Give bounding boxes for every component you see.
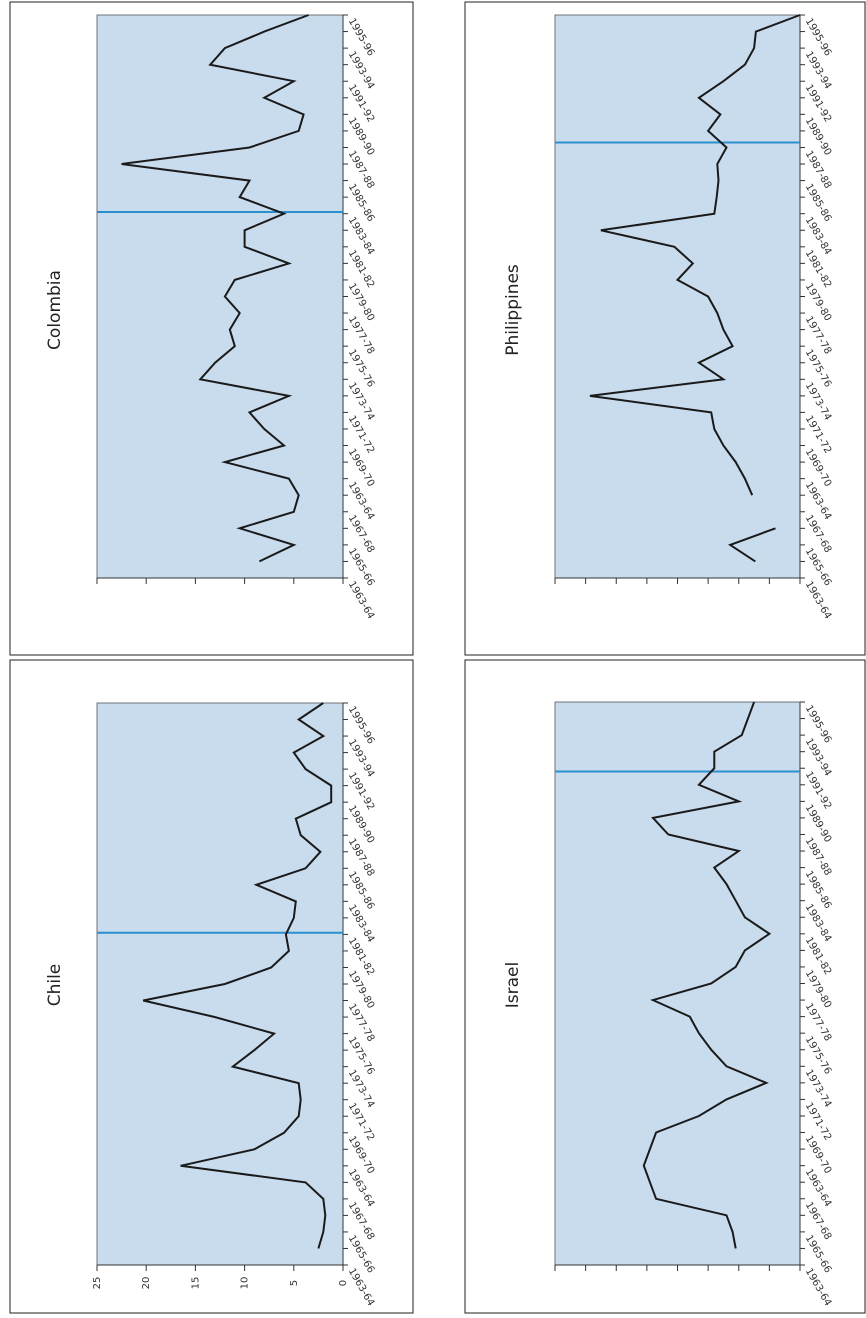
chart-title: Israel — [503, 962, 523, 1008]
chart-title: Philippines — [503, 264, 523, 356]
y-tick-label: 15 — [190, 1277, 201, 1290]
y-tick-label: 0 — [338, 1280, 349, 1286]
series-line — [121, 14, 309, 563]
y-tick-label: 25 — [92, 1277, 103, 1290]
chart-title: Chile — [45, 964, 65, 1007]
y-tick-label: 10 — [240, 1277, 251, 1290]
plot-area — [554, 701, 801, 1266]
plot-area — [96, 14, 344, 579]
series-line — [642, 701, 772, 1249]
y-tick-label: 5 — [289, 1280, 300, 1286]
series-line — [142, 702, 333, 1249]
chart-title: Colombia — [45, 270, 65, 350]
y-tick-label: 20 — [141, 1277, 152, 1290]
series-line — [589, 14, 801, 563]
plot-area — [554, 14, 801, 579]
